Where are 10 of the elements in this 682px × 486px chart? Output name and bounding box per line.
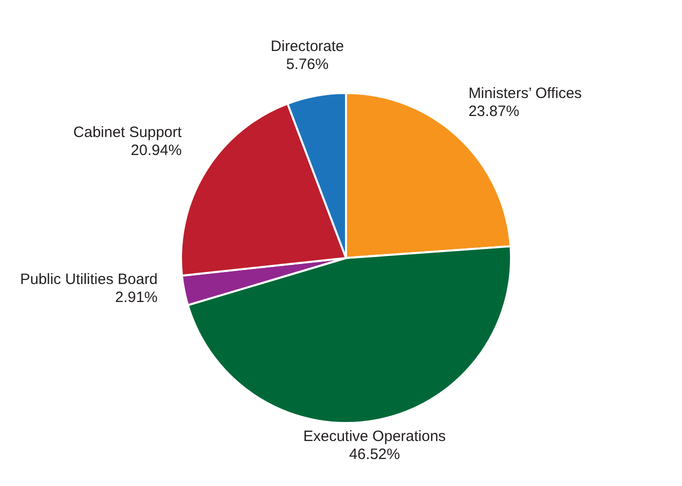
slice-label: Public Utilities Board: [20, 270, 158, 288]
data-label: 20.94%: [130, 142, 182, 160]
data-label: 46.52%: [349, 446, 400, 463]
slice-label: Cabinet Support: [73, 124, 183, 142]
slice-label: Directorate: [270, 38, 344, 56]
slice-label: Ministers’ Offices: [468, 85, 582, 102]
data-label: 23.87%: [468, 103, 520, 120]
data-label: 5.76%: [286, 56, 329, 74]
slice-label: Executive Operations: [303, 428, 446, 445]
data-label: 2.91%: [115, 288, 158, 306]
